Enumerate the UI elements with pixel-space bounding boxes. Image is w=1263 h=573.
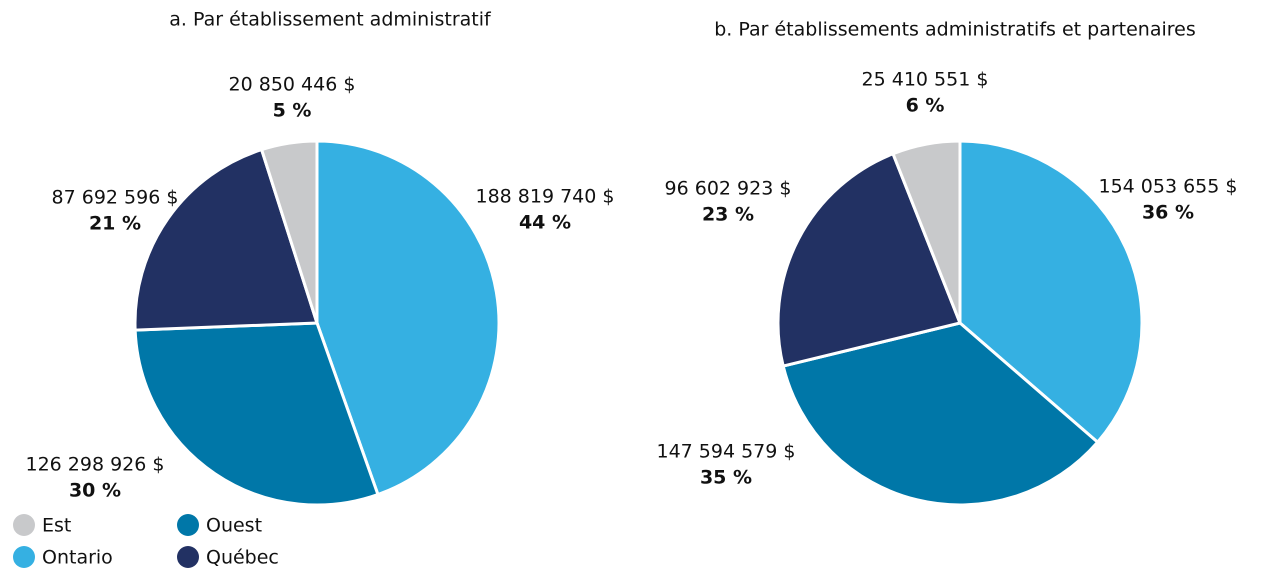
pie-slice (958, 139, 1144, 445)
chart-title: b. Par établissements administratifs et … (714, 19, 1196, 41)
pie-slice (133, 321, 380, 507)
percent-label: 6 % (906, 95, 945, 117)
legend-label: Ouest (206, 515, 262, 537)
pie-slice (891, 139, 962, 324)
legend-label: Québec (206, 547, 279, 569)
legend-swatch (13, 546, 35, 568)
percent-label: 36 % (1142, 202, 1194, 224)
legend-label: Est (42, 515, 71, 537)
legend-label: Ontario (42, 547, 113, 569)
value-label: 126 298 926 $ (25, 454, 164, 476)
percent-label: 35 % (700, 467, 752, 489)
value-label: 188 819 740 $ (475, 186, 614, 208)
pie-slice (781, 321, 1100, 507)
percent-label: 44 % (519, 212, 571, 234)
value-label: 154 053 655 $ (1098, 176, 1237, 198)
percent-label: 30 % (69, 480, 121, 502)
value-label: 87 692 596 $ (52, 187, 179, 209)
chart-title: a. Par établissement administratif (169, 9, 492, 31)
value-label: 20 850 446 $ (229, 74, 356, 96)
percent-label: 23 % (702, 204, 754, 226)
pie-slice (776, 151, 963, 368)
value-label: 25 410 551 $ (862, 69, 989, 91)
legend-swatch (177, 546, 199, 568)
legend-swatch (177, 514, 199, 536)
pie-slice (133, 147, 320, 332)
legend-swatch (13, 514, 35, 536)
percent-label: 21 % (89, 213, 141, 235)
value-label: 147 594 579 $ (656, 441, 795, 463)
value-label: 96 602 923 $ (665, 178, 792, 200)
pie-slice (315, 139, 501, 497)
pie-slice (259, 139, 319, 324)
percent-label: 5 % (273, 100, 312, 122)
